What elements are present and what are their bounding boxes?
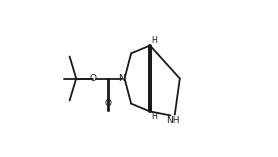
Text: H: H — [152, 112, 157, 122]
Text: H: H — [152, 35, 157, 45]
Text: O: O — [89, 74, 96, 83]
Text: O: O — [104, 99, 111, 108]
Text: NH: NH — [167, 116, 180, 125]
Text: N: N — [118, 74, 125, 83]
